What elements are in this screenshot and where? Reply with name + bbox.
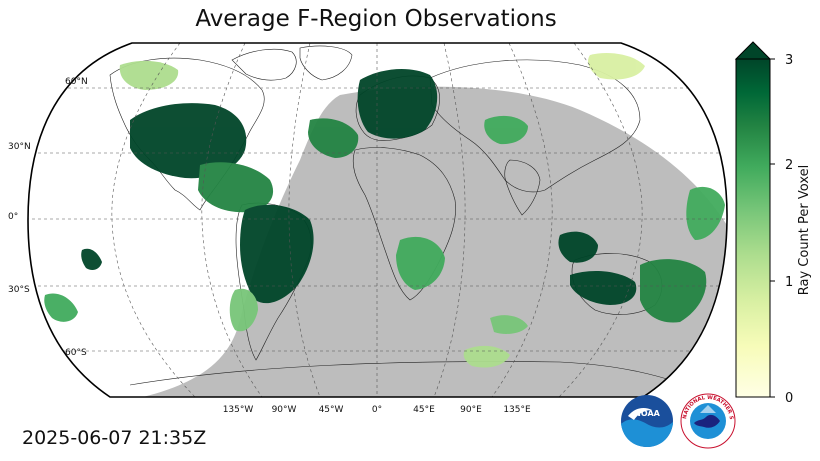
lon-label-135w: 135°W bbox=[223, 405, 254, 415]
colorbar-extend-arrow bbox=[734, 41, 772, 60]
ray-count-field bbox=[44, 53, 725, 368]
lat-label-30s: 30°S bbox=[8, 285, 30, 295]
coastlines bbox=[109, 45, 701, 391]
lon-label-90e: 90°E bbox=[460, 405, 482, 415]
lat-label-60n: 60°N bbox=[65, 77, 88, 87]
timestamp: 2025-06-07 21:35Z bbox=[22, 427, 207, 449]
colorbar-tick-0: 0 bbox=[785, 391, 793, 406]
lat-label-30n: 30°N bbox=[8, 142, 31, 152]
graticule bbox=[28, 43, 728, 397]
lat-label-60s: 60°S bbox=[65, 348, 87, 358]
noaa-logo-text: NOAA bbox=[634, 409, 660, 418]
colorbar-tick-2: 2 bbox=[785, 158, 793, 173]
nws-logo: NATIONAL WEATHER SERVICE bbox=[680, 393, 736, 449]
map-title: Average F-Region Observations bbox=[195, 6, 557, 32]
colorbar-tick-3: 3 bbox=[785, 53, 793, 68]
lon-label-90w: 90°W bbox=[272, 405, 297, 415]
colorbar-gradient bbox=[735, 58, 771, 398]
lon-label-45e: 45°E bbox=[413, 405, 435, 415]
colorbar-label: Ray Count Per Voxel bbox=[797, 165, 812, 295]
lon-label-45w: 45°W bbox=[319, 405, 344, 415]
colorbar: 0 1 2 3 Ray Count Per Voxel bbox=[734, 41, 812, 406]
noaa-logo: NOAA bbox=[621, 395, 673, 447]
colorbar-tick-1: 1 bbox=[785, 275, 793, 290]
lon-label-135e: 135°E bbox=[503, 405, 531, 415]
lat-label-0: 0° bbox=[8, 212, 18, 222]
lon-label-0: 0° bbox=[372, 405, 382, 415]
